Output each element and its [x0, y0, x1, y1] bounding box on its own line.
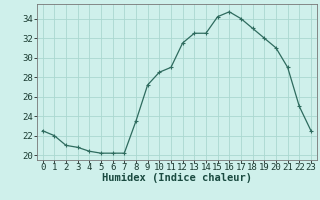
X-axis label: Humidex (Indice chaleur): Humidex (Indice chaleur) — [102, 173, 252, 183]
